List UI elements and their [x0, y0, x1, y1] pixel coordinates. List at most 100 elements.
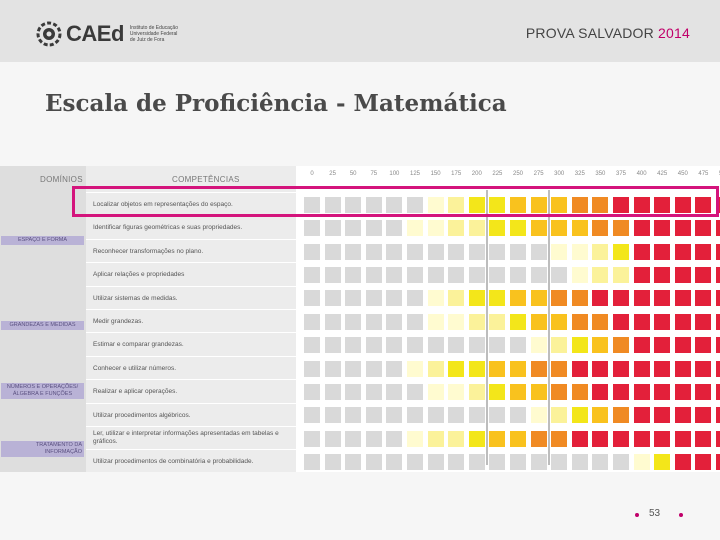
scale-cell [407, 360, 423, 377]
scale-cell [571, 196, 588, 213]
scale-cell [448, 290, 465, 307]
scale-tick: 25 [329, 171, 336, 177]
scale-cell [654, 454, 671, 471]
header-bar: CAEd Instituto de Educação Universidade … [0, 0, 720, 62]
scale-cell [489, 337, 506, 354]
scale-cell [633, 313, 650, 330]
scale-cell [633, 454, 650, 471]
scale-cell [571, 430, 588, 447]
scale-tick: 475 [698, 171, 709, 177]
scale-cell [654, 266, 671, 283]
scale-cell [448, 337, 465, 354]
scale-cell [716, 430, 720, 447]
scale-cell [695, 454, 712, 471]
scale-cell [571, 290, 588, 307]
scale-cell [448, 360, 465, 377]
scale-cell [571, 313, 588, 330]
scale-cell [427, 383, 444, 400]
scale-cell [427, 313, 444, 330]
scale-cell [386, 360, 403, 377]
scale-cell [510, 360, 526, 377]
scale-cell [304, 454, 320, 471]
scale-cell [468, 430, 485, 447]
scale-cell [633, 243, 650, 260]
scale-cell [304, 337, 320, 354]
scale-cell [530, 360, 547, 377]
scale-tick: 0 [310, 171, 314, 177]
domain-tratamento-informacao: TRATAMENTO DA INFORMAÇÃO [1, 441, 84, 457]
scale-cell [571, 266, 588, 283]
scale-cell [489, 220, 506, 237]
scale-cell [345, 430, 362, 447]
scale-cell [571, 454, 588, 471]
scale-cell [427, 290, 444, 307]
scale-cell [592, 290, 609, 307]
scale-separator [486, 190, 489, 465]
scale-cell [695, 196, 712, 213]
scale-cell [695, 290, 712, 307]
competency-label: Utilizar procedimentos de combinatória e… [93, 458, 254, 466]
scale-cell [716, 290, 720, 307]
scale-cell [304, 313, 320, 330]
scale-cell [674, 243, 691, 260]
competency-row: Utilizar procedimentos algébricos. [86, 402, 296, 426]
competency-row: Utilizar sistemas de medidas. [86, 285, 296, 309]
scale-cell [716, 454, 720, 471]
competency-row: Reconhecer transformações no plano. [86, 238, 296, 262]
scale-cell [448, 243, 465, 260]
scale-cell [613, 243, 629, 260]
scale-cell [592, 430, 609, 447]
scale-tick: 325 [574, 171, 585, 177]
scale-cell [324, 454, 341, 471]
scale-cell [551, 430, 568, 447]
scale-cell [324, 196, 341, 213]
scale-cell [386, 454, 403, 471]
scale-cell [551, 290, 568, 307]
scale-cell [695, 360, 712, 377]
scale-cell [571, 220, 588, 237]
scale-cell [654, 243, 671, 260]
scale-cell [407, 196, 423, 213]
scale-cell [530, 290, 547, 307]
scale-cell [654, 313, 671, 330]
scale-cell [304, 360, 320, 377]
scale-cell [386, 407, 403, 424]
scale-tick: 225 [492, 171, 503, 177]
scale-cell [489, 383, 506, 400]
scale-cell [324, 313, 341, 330]
scale-cell [551, 243, 568, 260]
scale-cell [716, 243, 720, 260]
scale-cell [654, 430, 671, 447]
scale-cell [530, 266, 547, 283]
scale-cell [530, 313, 547, 330]
scale-cell [345, 383, 362, 400]
scale-cell [613, 454, 629, 471]
scale-cell [365, 196, 382, 213]
scale-cell [613, 430, 629, 447]
scale-cell [448, 383, 465, 400]
scale-cell [613, 266, 629, 283]
domains-header: DOMÍNIOS [40, 175, 83, 184]
scale-cell [592, 407, 609, 424]
scale-cell [633, 430, 650, 447]
scale-cell [345, 290, 362, 307]
competency-row: Ler, utilizar e interpretar informações … [86, 426, 296, 449]
scale-tick: 250 [512, 171, 523, 177]
exam-label: PROVA SALVADOR 2014 [526, 25, 690, 41]
scale-cell [592, 196, 609, 213]
scale-cell [407, 266, 423, 283]
scale-tick: 275 [533, 171, 544, 177]
scale-cell [674, 337, 691, 354]
scale-cell [365, 220, 382, 237]
scale-cell [716, 266, 720, 283]
logo-sub-line: de Juiz de Fora [129, 37, 165, 43]
scale-cell [674, 290, 691, 307]
scale-tick: 375 [615, 171, 626, 177]
scale-cell [427, 360, 444, 377]
scale-cell [365, 407, 382, 424]
scale-cell [571, 407, 588, 424]
scale-cell [613, 313, 629, 330]
scale-cell [551, 220, 568, 237]
scale-cell [530, 383, 547, 400]
scale-cell [695, 383, 712, 400]
